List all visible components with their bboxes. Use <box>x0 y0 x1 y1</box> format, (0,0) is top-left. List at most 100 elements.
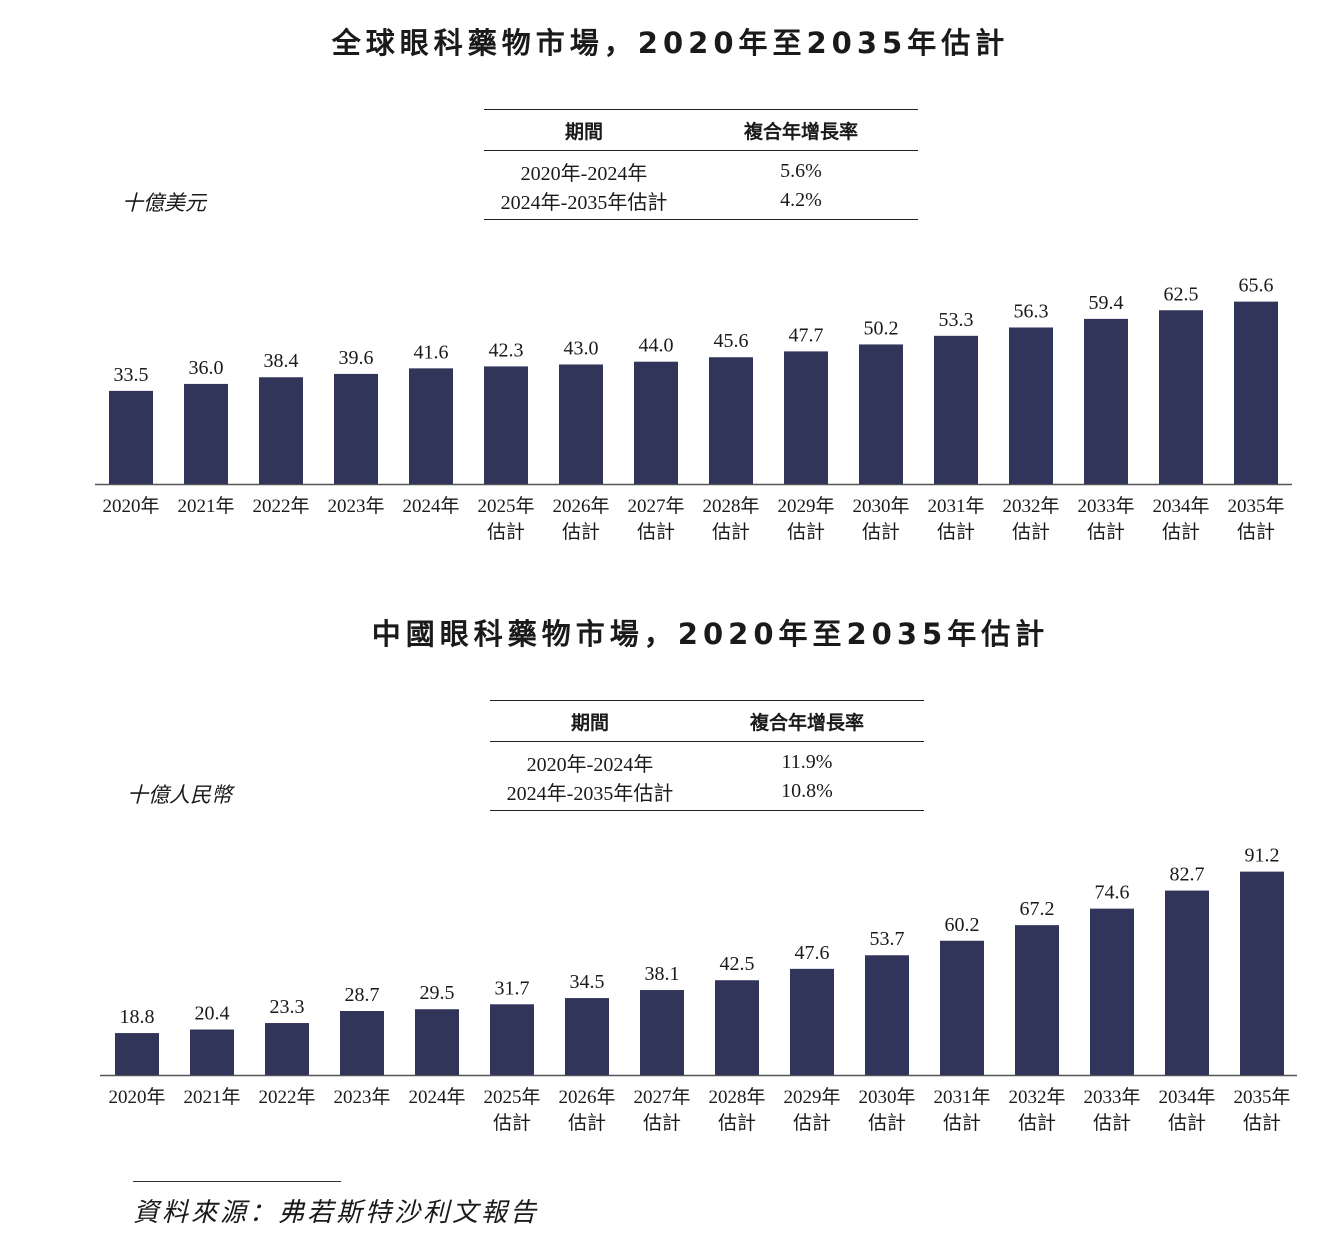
bar <box>109 390 153 484</box>
bar <box>190 1029 234 1075</box>
bar <box>859 344 903 484</box>
data-label: 39.6 <box>339 347 374 369</box>
x-tick-label: 2026年 <box>558 1086 615 1108</box>
data-label: 42.5 <box>720 953 755 975</box>
bar <box>1234 301 1278 484</box>
period-cell: 2024年-2035年估計 <box>484 186 684 220</box>
bar <box>1009 327 1053 484</box>
bar <box>709 357 753 484</box>
bar <box>334 373 378 484</box>
x-tick-label: 估計 <box>1237 521 1275 543</box>
data-label: 23.3 <box>270 996 305 1018</box>
data-label: 45.6 <box>714 330 749 352</box>
bar <box>559 364 603 484</box>
data-label: 74.6 <box>1095 882 1130 904</box>
data-label: 42.3 <box>489 339 524 361</box>
table-row: 2020年-2024年 5.6% <box>484 151 918 187</box>
x-tick-label: 2021年 <box>183 1086 240 1108</box>
bar-plot: 33.5 2020年 36.0 2021年 38.4 2022年 39.6 2023年 41.6… <box>95 275 1292 543</box>
x-tick-label: 估計 <box>487 521 525 543</box>
x-tick-label: 估計 <box>493 1112 531 1134</box>
x-tick-label: 估計 <box>787 521 825 543</box>
x-tick-label: 2035年 <box>1227 495 1284 517</box>
table-header-row: 期間 複合年增長率 <box>484 109 918 151</box>
data-label: 44.0 <box>639 335 674 357</box>
x-tick-label: 2020年 <box>102 495 159 517</box>
bar-plot: 18.8 2020年 20.4 2021年 23.3 2022年 28.7 2023年 29.5… <box>100 845 1297 1134</box>
table-row: 2024年-2035年估計 10.8% <box>490 777 924 811</box>
x-tick-label: 2023年 <box>327 495 384 517</box>
x-tick-label: 2030年 <box>852 495 909 517</box>
x-tick-label: 2029年 <box>777 495 834 517</box>
x-tick-label: 2024年 <box>408 1086 465 1108</box>
bar <box>1015 925 1059 1075</box>
y-axis-unit: 十億美元 <box>122 191 206 215</box>
data-label: 34.5 <box>570 971 605 993</box>
x-tick-label: 估計 <box>1093 1112 1131 1134</box>
x-tick-label: 估計 <box>712 521 750 543</box>
bar <box>634 361 678 484</box>
bar <box>340 1010 384 1075</box>
cagr-cell: 10.8% <box>690 777 924 811</box>
x-tick-label: 2024年 <box>402 495 459 517</box>
bar <box>484 366 528 484</box>
data-label: 47.7 <box>789 324 824 346</box>
bar <box>184 383 228 484</box>
x-tick-label: 2035年 <box>1233 1086 1290 1108</box>
x-tick-label: 2028年 <box>708 1086 765 1108</box>
bar <box>865 955 909 1075</box>
x-tick-label: 2021年 <box>177 495 234 517</box>
period-cell: 2024年-2035年估計 <box>490 777 690 811</box>
x-tick-label: 估計 <box>1168 1112 1206 1134</box>
data-label: 67.2 <box>1020 898 1055 920</box>
table-row: 2024年-2035年估計 4.2% <box>484 186 918 220</box>
x-tick-label: 估計 <box>1012 521 1050 543</box>
data-label: 36.0 <box>189 357 224 379</box>
data-label: 65.6 <box>1239 275 1274 297</box>
x-tick-label: 2031年 <box>933 1086 990 1108</box>
bar <box>265 1023 309 1075</box>
x-tick-label: 估計 <box>937 521 975 543</box>
data-label: 50.2 <box>864 317 899 339</box>
period-cell: 2020年-2024年 <box>526 754 654 776</box>
x-tick-label: 估計 <box>1243 1112 1281 1134</box>
x-tick-label: 估計 <box>718 1112 756 1134</box>
x-tick-label: 2033年 <box>1083 1086 1140 1108</box>
x-tick-label: 2025年 <box>477 495 534 517</box>
source-note: 資料來源：弗若斯特沙利文報告 <box>133 1198 540 1227</box>
y-axis-unit: 十億人民幣 <box>127 783 232 807</box>
chart-title: 全球眼科藥物市場，2020年至2035年估計 <box>331 26 1010 60</box>
x-tick-label: 估計 <box>793 1112 831 1134</box>
data-label: 38.1 <box>645 963 680 985</box>
bar <box>940 940 984 1075</box>
bar <box>934 335 978 484</box>
x-tick-label: 2032年 <box>1008 1086 1065 1108</box>
cagr-cell: 11.9% <box>781 751 833 773</box>
data-label: 53.3 <box>939 309 974 331</box>
bar <box>490 1004 534 1075</box>
x-tick-label: 2033年 <box>1077 495 1134 517</box>
source-divider <box>133 1181 341 1182</box>
bar <box>565 998 609 1075</box>
x-tick-label: 估計 <box>1087 521 1125 543</box>
bar <box>640 990 684 1075</box>
x-tick-label: 2034年 <box>1158 1086 1215 1108</box>
bar <box>115 1033 159 1075</box>
data-label: 59.4 <box>1089 292 1124 314</box>
x-tick-label: 2027年 <box>633 1086 690 1108</box>
bar <box>1159 310 1203 484</box>
x-tick-label: 估計 <box>643 1112 681 1134</box>
data-label: 62.5 <box>1164 283 1199 305</box>
column-header: 複合年增長率 <box>684 109 918 151</box>
bar <box>1084 318 1128 484</box>
x-tick-label: 2027年 <box>627 495 684 517</box>
cagr-cell: 5.6% <box>780 160 822 182</box>
x-tick-label: 估計 <box>1018 1112 1056 1134</box>
cagr-cell: 4.2% <box>684 186 918 220</box>
data-label: 41.6 <box>414 341 449 363</box>
x-tick-label: 估計 <box>562 521 600 543</box>
data-label: 33.5 <box>114 364 149 386</box>
bar <box>790 968 834 1075</box>
chart-title: 中國眼科藥物市場，2020年至2035年估計 <box>371 617 1050 651</box>
x-tick-label: 2028年 <box>702 495 759 517</box>
